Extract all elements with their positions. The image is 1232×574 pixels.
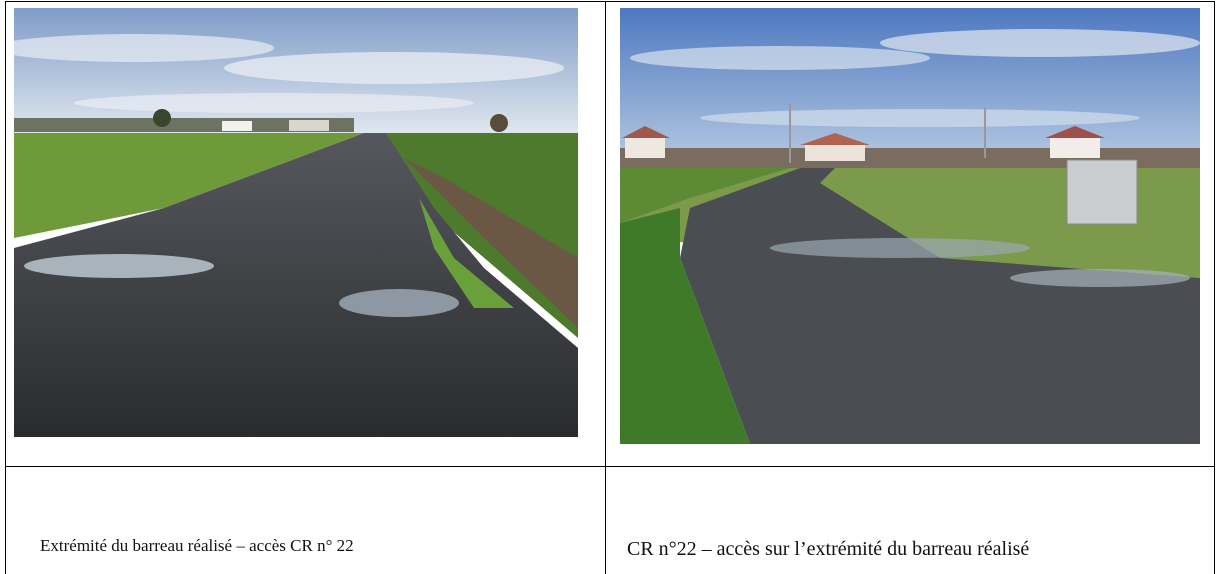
border-top <box>5 1 1215 2</box>
caption-right: CR n°22 – accès sur l’extrémité du barre… <box>627 538 1029 561</box>
border-right <box>1214 1 1215 574</box>
photo-left <box>14 8 578 437</box>
photo-right <box>620 8 1200 444</box>
caption-left: Extrémité du barreau réalisé – accès CR … <box>40 536 354 556</box>
page: Extrémité du barreau réalisé – accès CR … <box>0 0 1232 574</box>
row-divider <box>5 466 1215 467</box>
border-left <box>5 1 6 574</box>
border-middle <box>605 1 606 574</box>
